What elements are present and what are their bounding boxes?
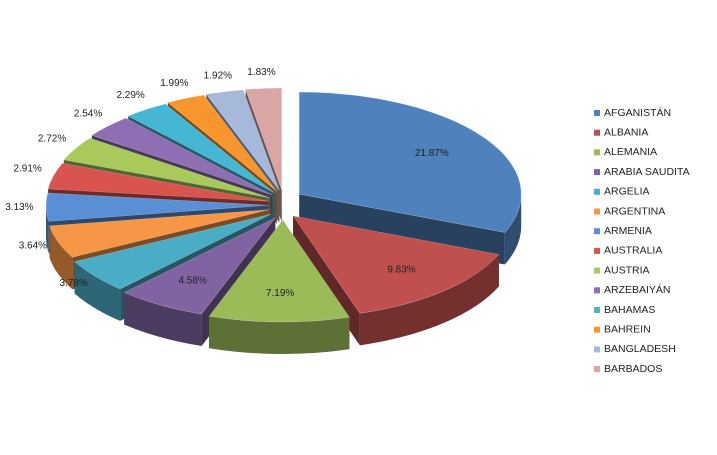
value-label: 3.78% xyxy=(60,278,88,289)
legend-swatch xyxy=(594,208,600,215)
value-label: 1.99% xyxy=(160,78,188,89)
value-label: 2.91% xyxy=(13,163,41,174)
slice xyxy=(205,89,280,191)
slice xyxy=(45,192,269,222)
value-label: 3.13% xyxy=(5,202,33,213)
legend-swatch xyxy=(594,247,600,254)
legend-swatch xyxy=(594,307,600,313)
slice xyxy=(74,213,272,290)
legend-swatch xyxy=(594,110,600,116)
slice xyxy=(91,117,273,196)
slice xyxy=(127,103,275,193)
legend-swatch xyxy=(594,129,600,136)
legend-label: AFGANISTÁN xyxy=(604,106,671,119)
legend-label: BAHAMAS xyxy=(604,304,655,316)
slice-wall xyxy=(359,254,499,346)
legend-label: BAHREIN xyxy=(604,323,651,335)
slice xyxy=(49,209,269,258)
legend-label: ALBANIA xyxy=(604,126,648,138)
slice xyxy=(245,87,283,191)
slice xyxy=(208,219,350,323)
legend-swatch xyxy=(594,346,600,353)
legend-label: ARABIA SAUDITA xyxy=(604,166,690,178)
value-label: 2.72% xyxy=(38,133,66,144)
slice xyxy=(47,163,269,202)
legend-swatch xyxy=(594,366,600,373)
slice xyxy=(292,215,500,314)
legend-label: BARBADOS xyxy=(604,363,662,375)
slice-wall xyxy=(124,292,202,347)
legend-swatch xyxy=(594,326,600,333)
legend-label: AUSTRIA xyxy=(604,264,650,276)
slice-wall xyxy=(209,316,350,354)
legend-label: ARGENTINA xyxy=(604,205,665,217)
slice xyxy=(123,217,276,315)
value-label: 7.19% xyxy=(266,288,294,299)
slice-wall xyxy=(74,261,121,321)
legend-label: ARMENIA xyxy=(604,225,652,237)
legend-label: ARZEBAIYÁN xyxy=(604,283,671,296)
value-label: 9.83% xyxy=(387,265,415,276)
legend-label: BANGLADESH xyxy=(604,343,676,355)
slice xyxy=(63,137,270,199)
legend-swatch xyxy=(594,188,600,195)
legend-label: ARGELIA xyxy=(604,186,650,198)
legend-swatch xyxy=(594,287,600,294)
value-label: 2.29% xyxy=(116,90,144,101)
value-label: 21.87% xyxy=(415,148,449,159)
value-label: 1.83% xyxy=(247,67,275,78)
legend-label: ALEMANIA xyxy=(604,146,657,158)
legend-label: AUSTRALIA xyxy=(604,245,662,257)
value-label: 1.92% xyxy=(204,70,232,81)
slice xyxy=(298,91,522,233)
slice-wall xyxy=(49,225,73,290)
legend-swatch xyxy=(594,228,600,235)
slice-wall xyxy=(46,205,49,254)
legend-swatch xyxy=(594,267,600,274)
legend-swatch xyxy=(594,149,600,156)
slice xyxy=(167,94,278,192)
value-label: 3.64% xyxy=(19,241,47,252)
slice-wall xyxy=(504,194,522,265)
legend-swatch xyxy=(594,169,600,176)
value-label: 2.54% xyxy=(74,109,102,120)
value-label: 4.58% xyxy=(178,275,206,286)
